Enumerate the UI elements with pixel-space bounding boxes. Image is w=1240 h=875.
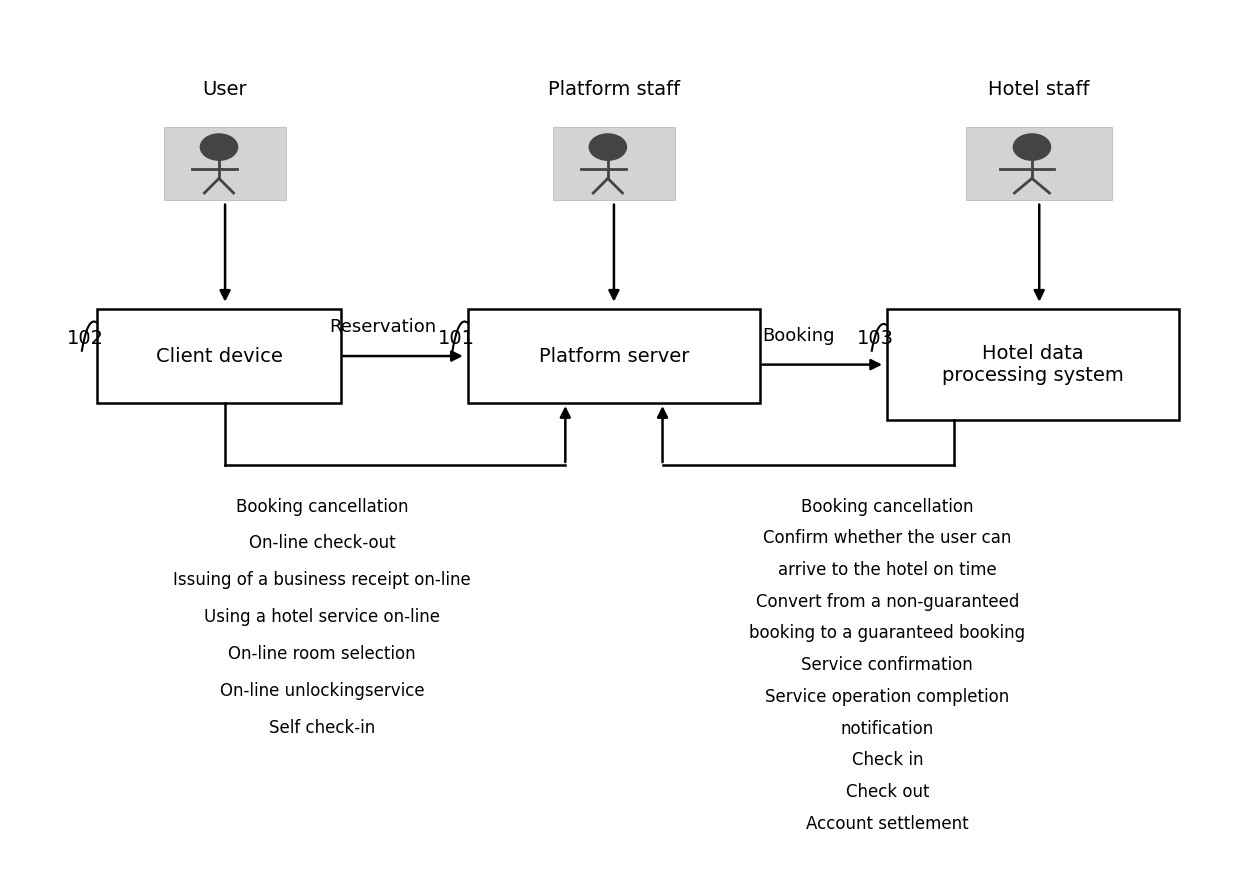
Text: Reservation: Reservation: [330, 318, 436, 336]
Text: 101: 101: [438, 329, 475, 348]
Text: Hotel staff: Hotel staff: [988, 80, 1090, 99]
Circle shape: [201, 134, 238, 160]
Text: Check out: Check out: [846, 783, 929, 802]
Circle shape: [589, 134, 626, 160]
Text: Issuing of a business receipt on-line: Issuing of a business receipt on-line: [174, 571, 471, 589]
Bar: [98, 309, 341, 403]
Text: Account settlement: Account settlement: [806, 815, 968, 833]
Text: 103: 103: [857, 329, 894, 348]
Text: User: User: [203, 80, 247, 99]
Text: Confirm whether the user can: Confirm whether the user can: [763, 529, 1012, 547]
Bar: [966, 127, 1112, 200]
Text: 102: 102: [67, 329, 104, 348]
Bar: [164, 127, 285, 200]
Text: Platform server: Platform server: [538, 346, 689, 366]
Text: booking to a guaranteed booking: booking to a guaranteed booking: [749, 625, 1025, 642]
Text: Check in: Check in: [852, 752, 923, 769]
Text: notification: notification: [841, 719, 934, 738]
Text: Booking: Booking: [763, 327, 835, 345]
Circle shape: [1013, 134, 1050, 160]
Text: Using a hotel service on-line: Using a hotel service on-line: [205, 608, 440, 626]
Text: Self check-in: Self check-in: [269, 718, 376, 737]
Text: Platform staff: Platform staff: [548, 80, 680, 99]
Bar: [553, 127, 675, 200]
Bar: [467, 309, 760, 403]
Text: On-line room selection: On-line room selection: [228, 645, 417, 663]
Bar: [888, 309, 1179, 420]
Text: Service confirmation: Service confirmation: [801, 656, 973, 674]
Text: Client device: Client device: [155, 346, 283, 366]
Text: Booking cancellation: Booking cancellation: [236, 498, 408, 515]
Text: Booking cancellation: Booking cancellation: [801, 498, 973, 515]
Text: Service operation completion: Service operation completion: [765, 688, 1009, 706]
Text: On-line check-out: On-line check-out: [249, 535, 396, 552]
Text: Hotel data
processing system: Hotel data processing system: [942, 344, 1123, 385]
Text: Convert from a non-guaranteed: Convert from a non-guaranteed: [755, 592, 1019, 611]
Text: arrive to the hotel on time: arrive to the hotel on time: [777, 561, 997, 579]
Text: On-line unlockingservice: On-line unlockingservice: [219, 682, 424, 700]
